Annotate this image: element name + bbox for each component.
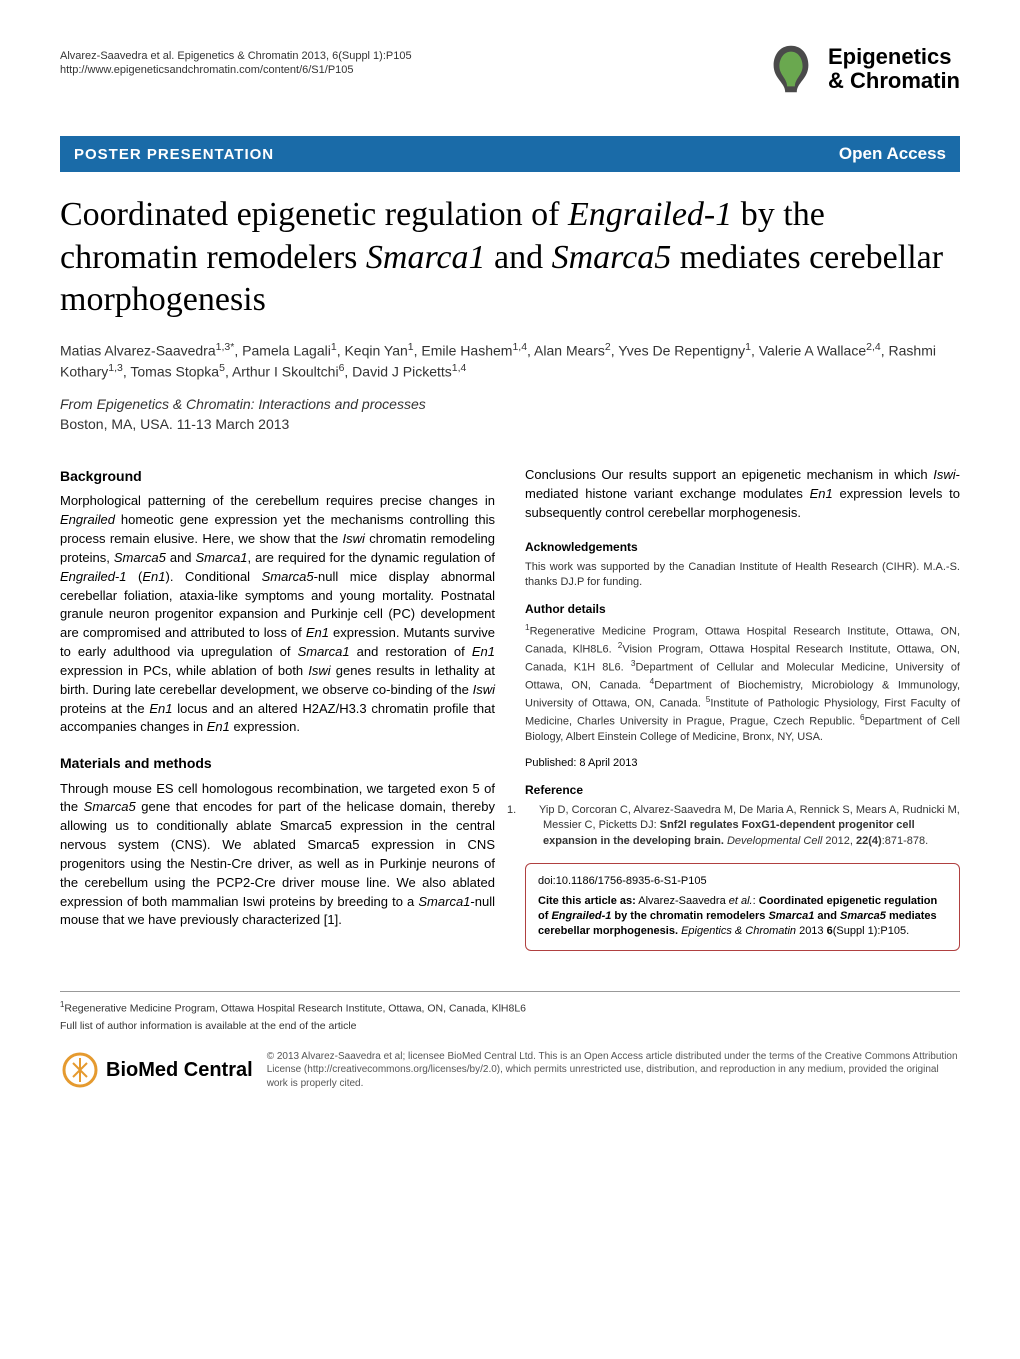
journal-logo-icon [762,40,820,98]
article-type-label: POSTER PRESENTATION [74,146,274,163]
acknowledgements-heading: Acknowledgements [525,539,960,556]
open-access-label: Open Access [839,144,946,164]
footer-affiliation: 1Regenerative Medicine Program, Ottawa H… [60,1000,960,1016]
biomed-icon [60,1050,100,1090]
conference-from: From Epigenetics & Chromatin: Interactio… [60,396,960,412]
doi-text: doi:10.1186/1756-8935-6-S1-P105 [538,874,947,889]
article-type-banner: POSTER PRESENTATION Open Access [60,136,960,172]
reference-heading: Reference [525,782,960,799]
cite-text: Cite this article as: Alvarez-Saavedra e… [538,894,947,940]
journal-logo: Epigenetics & Chromatin [762,40,960,98]
published-date: Published: 8 April 2013 [525,756,960,772]
reference-item: 1.Yip D, Corcoran C, Alvarez-Saavedra M,… [525,803,960,849]
page-footer: 1Regenerative Medicine Program, Ottawa H… [60,991,960,1091]
journal-name: Epigenetics & Chromatin [828,45,960,93]
right-column: Conclusions Our results support an epige… [525,462,960,951]
author-list: Matias Alvarez-Saavedra1,3*, Pamela Laga… [60,340,960,383]
background-text: Morphological patterning of the cerebell… [60,492,495,737]
footer-note: Full list of author information is avail… [60,1020,960,1032]
background-heading: Background [60,466,495,486]
license-text: © 2013 Alvarez-Saavedra et al; licensee … [267,1050,960,1091]
author-details-heading: Author details [525,601,960,618]
left-column: Background Morphological patterning of t… [60,462,495,951]
acknowledgements-text: This work was supported by the Canadian … [525,560,960,591]
conclusions-text: Conclusions Our results support an epige… [525,466,960,523]
article-title: Coordinated epigenetic regulation of Eng… [60,194,960,322]
conference-location: Boston, MA, USA. 11-13 March 2013 [60,416,960,432]
biomed-central-text: BioMed Central [106,1059,253,1082]
cite-this-article-box: doi:10.1186/1756-8935-6-S1-P105 Cite thi… [525,863,960,951]
biomed-central-logo: BioMed Central [60,1050,253,1090]
author-details-text: 1Regenerative Medicine Program, Ottawa H… [525,622,960,746]
methods-text: Through mouse ES cell homologous recombi… [60,780,495,931]
methods-heading: Materials and methods [60,753,495,773]
